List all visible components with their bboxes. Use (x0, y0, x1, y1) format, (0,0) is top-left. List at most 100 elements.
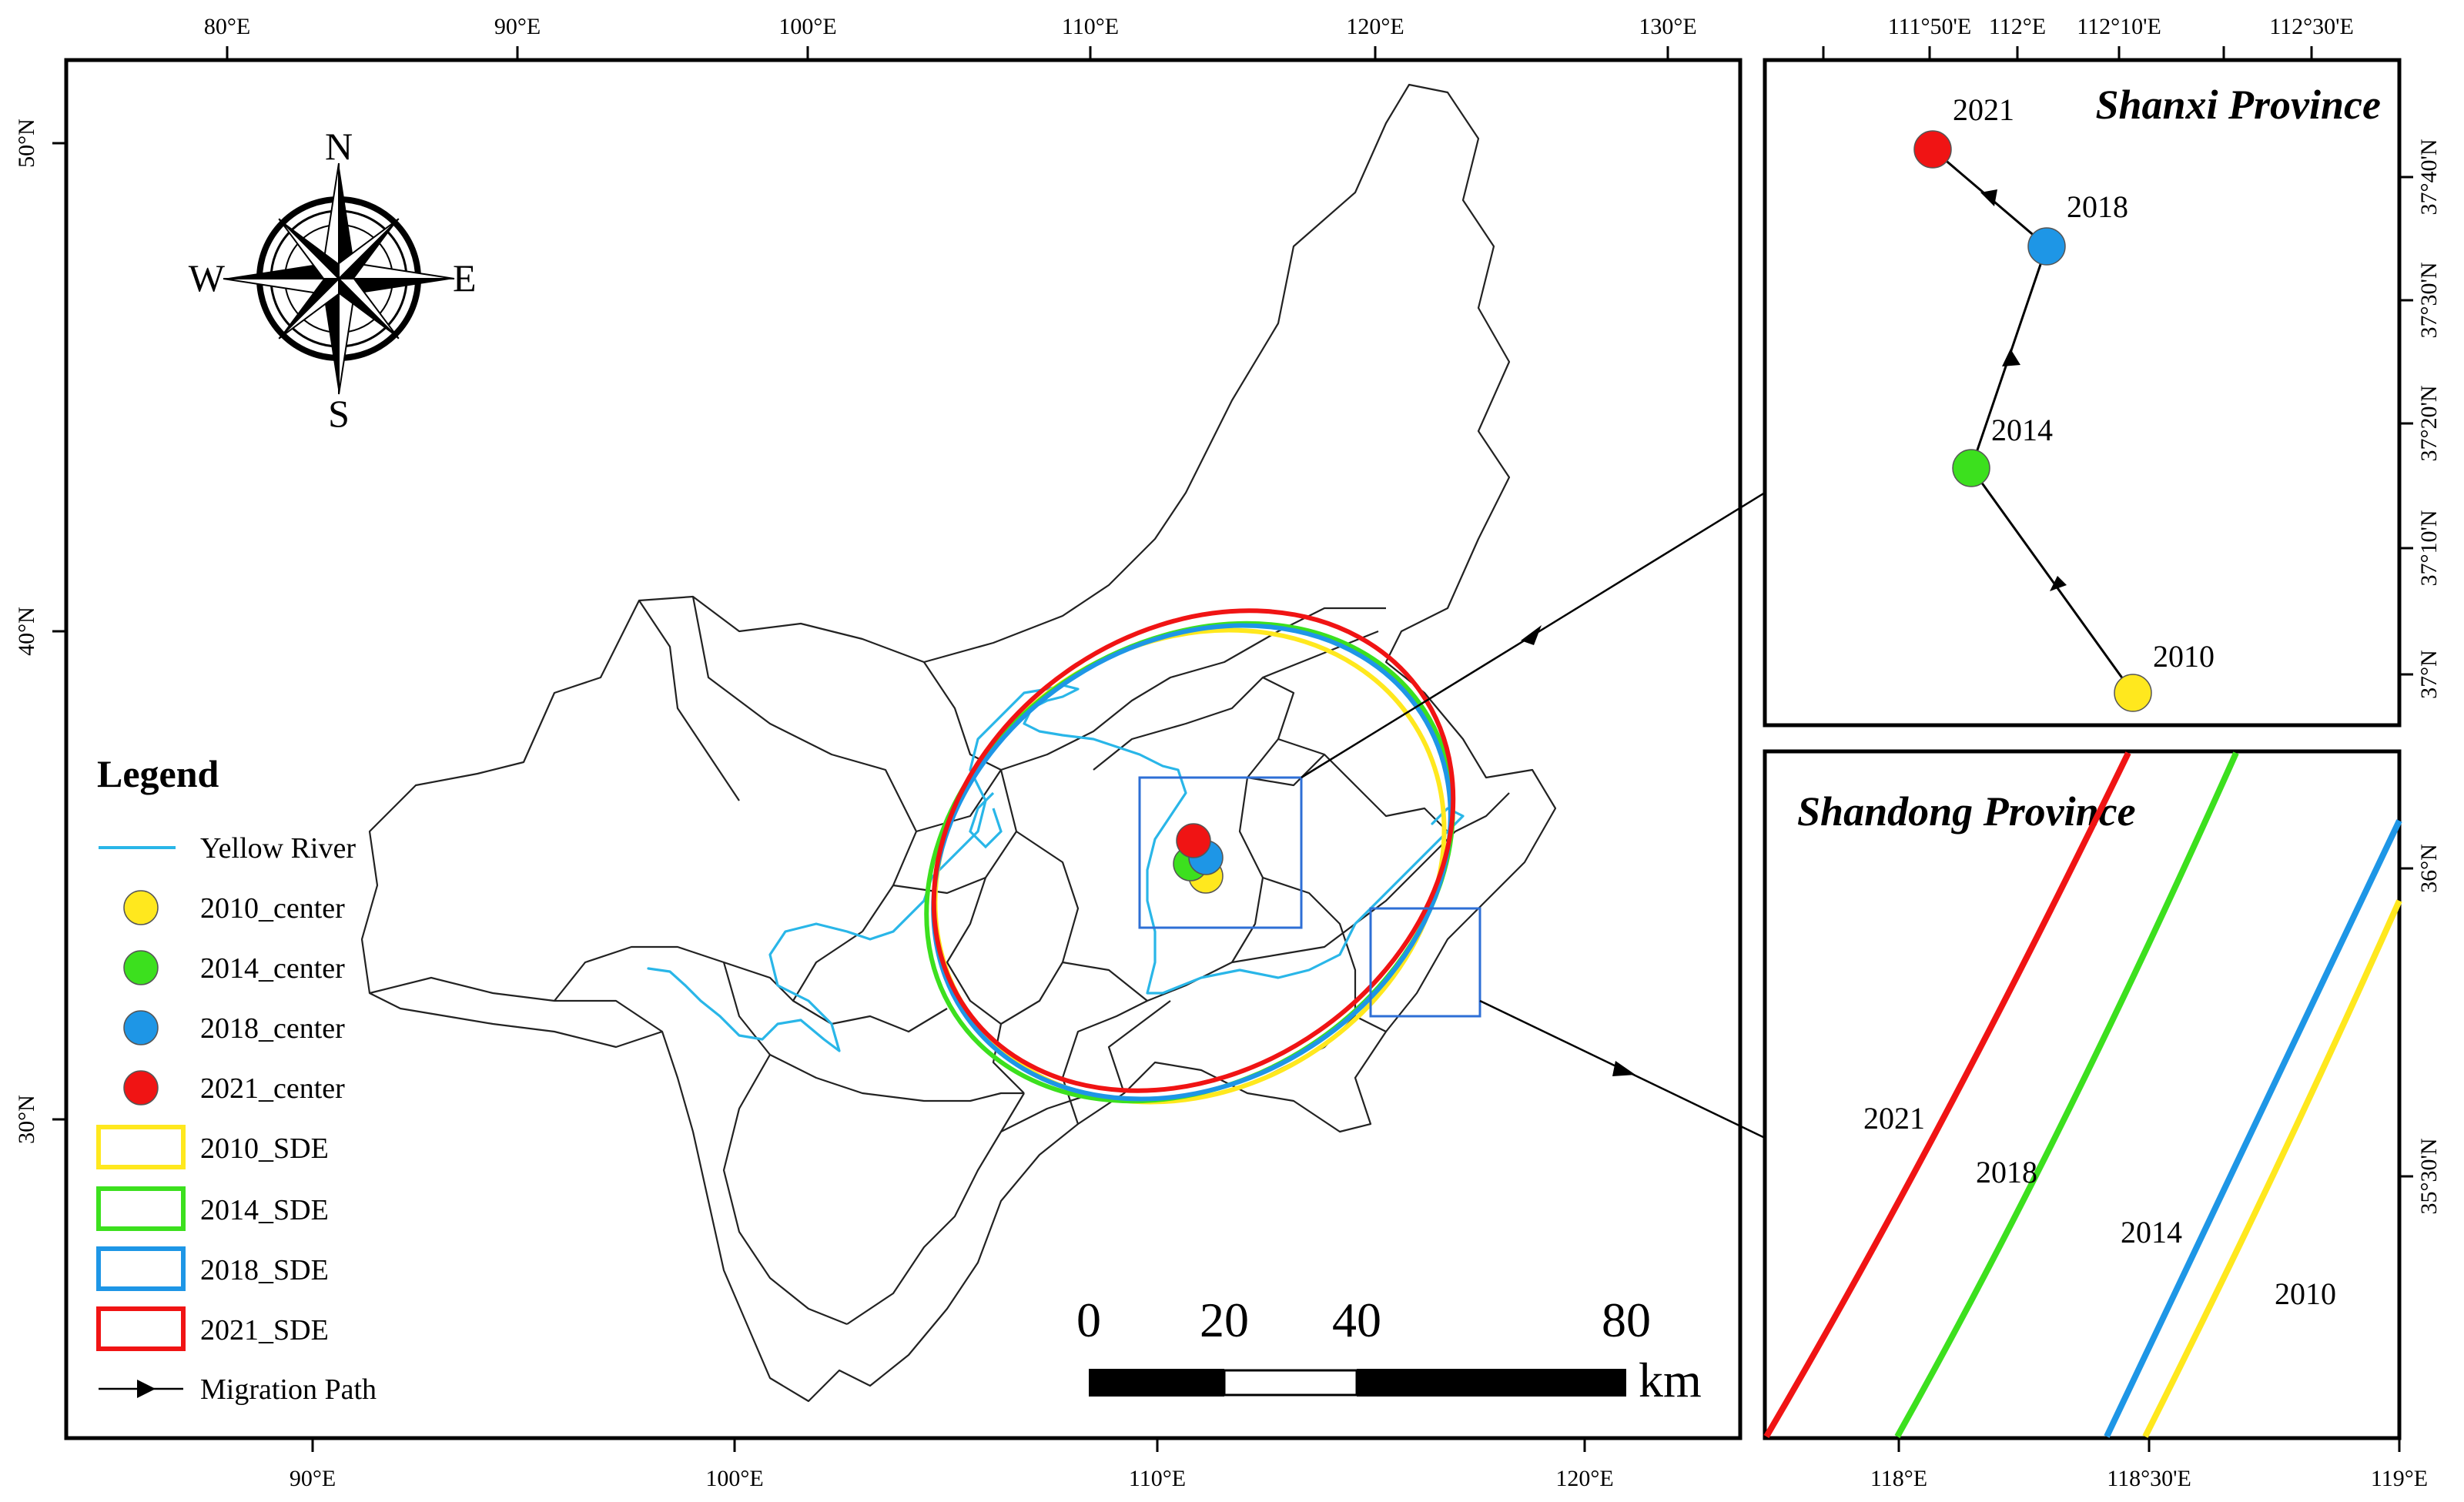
legend-label: Yellow River (200, 832, 356, 865)
legend-row-2018-sde: 2018_SDE (96, 1246, 329, 1291)
inset-shandong-title: Shandong Province (1797, 788, 2136, 835)
inset-shanxi: 111°50'E 112°E 112°10'E 112°30'E 37°40'N… (1763, 14, 2442, 728)
province-line (1062, 961, 1148, 1002)
yellow-river (647, 684, 1465, 1052)
legend-label: 2010_SDE (200, 1132, 329, 1165)
zoom-box-shanxi (1138, 776, 1303, 929)
legend-row-2021-sde: 2021_SDE (96, 1306, 329, 1351)
main-map: 80°E 90°E 100°E 110°E 120°E 130°E 90°E 1… (14, 14, 1766, 1491)
legend-row-2021-center: 2021_center (123, 1070, 345, 1106)
inset-lat-label: 37°10'N (2416, 510, 2442, 586)
north-arrow-compass: N S E W (189, 125, 477, 435)
arc-year-label: 2010 (2275, 1276, 2336, 1311)
inset-shandong: 118°E 118°30'E 119°E 36°N 35°30'N Shando… (1763, 749, 2442, 1491)
province-line (1247, 754, 1325, 787)
compass-w-label: W (189, 256, 226, 299)
inset-lat-label: 37°40'N (2416, 139, 2442, 215)
inset-lat-label: 36°N (2416, 844, 2442, 893)
region-outline (360, 83, 1557, 1403)
legend-title: Legend (97, 752, 219, 795)
province-line (369, 976, 663, 1032)
compass-n-label: N (325, 125, 353, 168)
left-lat-labels: 50°N 40°N 30°N (14, 119, 39, 1144)
inset-lat-label: 37°N (2416, 650, 2442, 699)
legend: Legend Yellow River 2010_center 2014_cen… (96, 752, 377, 1406)
migration-arrow (2050, 576, 2067, 591)
legend-row-2010-sde: 2010_SDE (96, 1125, 329, 1169)
legend-label: 2021_SDE (200, 1314, 329, 1346)
inset-shandong-frame (1763, 749, 2402, 1440)
legend-row-2018-center: 2018_center (123, 1010, 345, 1045)
legend-label: Migration Path (200, 1373, 377, 1406)
leader-arrow-shanxi (1521, 625, 1542, 645)
compass-e-label: E (453, 256, 477, 299)
inset-point-2018 (2027, 227, 2066, 266)
bottom-ticks (311, 1438, 1586, 1452)
legend-row-yellow-river: Yellow River (99, 832, 356, 865)
sde-2021-ellipse (931, 608, 1456, 1093)
inset-lat-label: 37°30'N (2416, 262, 2442, 338)
migration-arrow (2002, 349, 2020, 366)
province-line (916, 607, 1386, 833)
scale-tick-label: 40 (1332, 1293, 1381, 1347)
province-line (892, 876, 986, 895)
yellow-river (969, 791, 1003, 849)
province-line (1277, 738, 1448, 832)
scale-tick-label: 80 (1602, 1293, 1651, 1347)
inset-shanxi-frame (1763, 58, 2402, 728)
inset-lat-label: 35°30'N (2416, 1138, 2442, 1214)
legend-row-2014-sde: 2014_SDE (96, 1186, 329, 1231)
scale-tick-label: 20 (1200, 1293, 1249, 1347)
lat-label: 50°N (14, 119, 39, 168)
scale-tick-label: 0 (1076, 1293, 1101, 1347)
province-line (554, 945, 794, 1002)
inset-year-label: 2010 (2153, 639, 2215, 674)
legend-row-2014-center: 2014_center (123, 950, 345, 985)
inset-lat-label: 37°20'N (2416, 385, 2442, 461)
province-boundaries (360, 83, 1557, 1403)
province-line (1107, 1000, 1171, 1094)
arc-year-label: 2014 (2121, 1215, 2182, 1249)
bottom-lon-labels: 90°E 100°E 110°E 120°E (290, 1466, 1614, 1491)
inset-point-2014 (1952, 449, 1990, 487)
legend-row-2010-center: 2010_center (123, 890, 345, 925)
lon-label: 90°E (290, 1466, 336, 1491)
left-ticks (52, 142, 66, 1121)
top-ticks (226, 46, 1669, 60)
inset-year-label: 2021 (1953, 92, 2014, 127)
inset-lon-label: 112°10'E (2077, 14, 2161, 39)
sde-2018-arc (2104, 819, 2402, 1438)
province-line (1231, 792, 1510, 964)
arc-year-label: 2018 (1976, 1155, 2037, 1189)
lon-label: 120°E (1346, 14, 1404, 39)
province-line (691, 596, 918, 932)
lat-label: 30°N (14, 1095, 39, 1144)
compass-s-label: S (328, 392, 350, 435)
scale-unit-label: km (1639, 1353, 1702, 1407)
inset-lon-label: 111°50'E (1888, 14, 1972, 39)
leader-arrow-shandong (1612, 1061, 1635, 1076)
legend-label: 2021_center (200, 1072, 345, 1105)
province-line (1000, 1092, 1094, 1132)
inset-lon-label: 119°E (2371, 1466, 2428, 1491)
lon-label: 100°E (705, 1466, 763, 1491)
province-line (722, 962, 1024, 1102)
sde-2018-ellipse (931, 623, 1453, 1102)
inset-year-label: 2014 (1991, 413, 2053, 447)
migration-arrow (1980, 189, 1997, 206)
sde-ellipses (924, 608, 1456, 1105)
legend-label: 2010_center (200, 892, 345, 925)
top-lon-labels: 80°E 90°E 100°E 110°E 120°E 130°E (204, 14, 1697, 39)
province-line (722, 1054, 848, 1326)
inset-point-2021 (1913, 130, 1952, 169)
inset-point-2010 (2114, 674, 2152, 712)
zoom-box-shandong (1369, 907, 1481, 1018)
arc-year-label: 2021 (1863, 1101, 1925, 1136)
lon-label: 100°E (778, 14, 836, 39)
province-line (1354, 1015, 1387, 1032)
lat-label: 40°N (14, 607, 39, 656)
inset-lon-label: 112°E (1989, 14, 2046, 39)
center-2021-dot (1176, 823, 1211, 858)
inset-lon-label: 118°30'E (2107, 1466, 2191, 1491)
